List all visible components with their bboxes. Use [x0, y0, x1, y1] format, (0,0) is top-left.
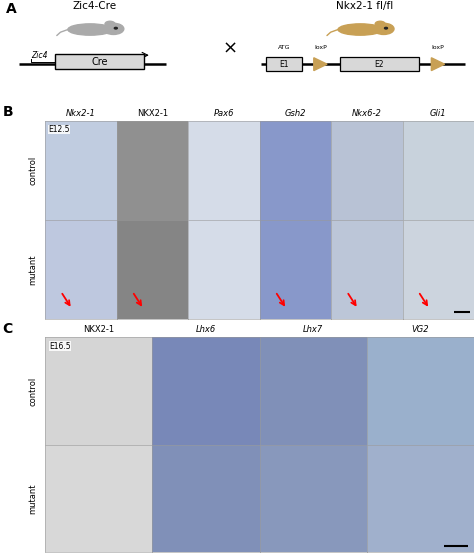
FancyBboxPatch shape	[266, 57, 302, 72]
Text: Nkx2-1: Nkx2-1	[66, 109, 96, 118]
FancyBboxPatch shape	[340, 57, 419, 72]
Polygon shape	[314, 58, 327, 70]
Text: A: A	[6, 2, 17, 16]
Text: Zic4-Cre: Zic4-Cre	[73, 1, 117, 11]
Text: Nkx6-2: Nkx6-2	[352, 109, 382, 118]
Text: loxP: loxP	[432, 45, 444, 50]
Text: loxP: loxP	[314, 45, 327, 50]
Text: Lhx6: Lhx6	[196, 325, 216, 334]
Text: control: control	[28, 376, 37, 406]
Text: C: C	[2, 322, 12, 336]
Text: Lhx7: Lhx7	[303, 325, 323, 334]
Circle shape	[114, 27, 117, 29]
Text: Cre: Cre	[91, 57, 108, 67]
Text: Gsh2: Gsh2	[284, 109, 306, 118]
Text: E16.5: E16.5	[49, 342, 71, 351]
Text: Pax6: Pax6	[213, 109, 234, 118]
Text: NKX2-1: NKX2-1	[83, 325, 114, 334]
Text: E12.5: E12.5	[48, 125, 69, 134]
Circle shape	[375, 21, 385, 27]
Text: Zic4: Zic4	[31, 51, 47, 60]
Ellipse shape	[68, 24, 112, 35]
Text: Nkx2-1 fl/fl: Nkx2-1 fl/fl	[337, 1, 393, 11]
Ellipse shape	[338, 24, 383, 35]
Text: Gli1: Gli1	[430, 109, 447, 118]
Circle shape	[384, 27, 387, 29]
Circle shape	[103, 23, 124, 34]
Circle shape	[374, 23, 394, 34]
Polygon shape	[431, 58, 445, 70]
Text: mutant: mutant	[28, 254, 37, 285]
Text: E1: E1	[280, 60, 289, 69]
Text: ATG: ATG	[278, 45, 291, 50]
Text: VG2: VG2	[411, 325, 429, 334]
FancyBboxPatch shape	[55, 54, 144, 69]
Circle shape	[105, 21, 115, 27]
Text: control: control	[28, 156, 37, 185]
Text: B: B	[2, 105, 13, 119]
Text: ×: ×	[222, 40, 237, 58]
Text: E2: E2	[374, 60, 384, 69]
Text: NKX2-1: NKX2-1	[137, 109, 168, 118]
Text: mutant: mutant	[28, 483, 37, 514]
